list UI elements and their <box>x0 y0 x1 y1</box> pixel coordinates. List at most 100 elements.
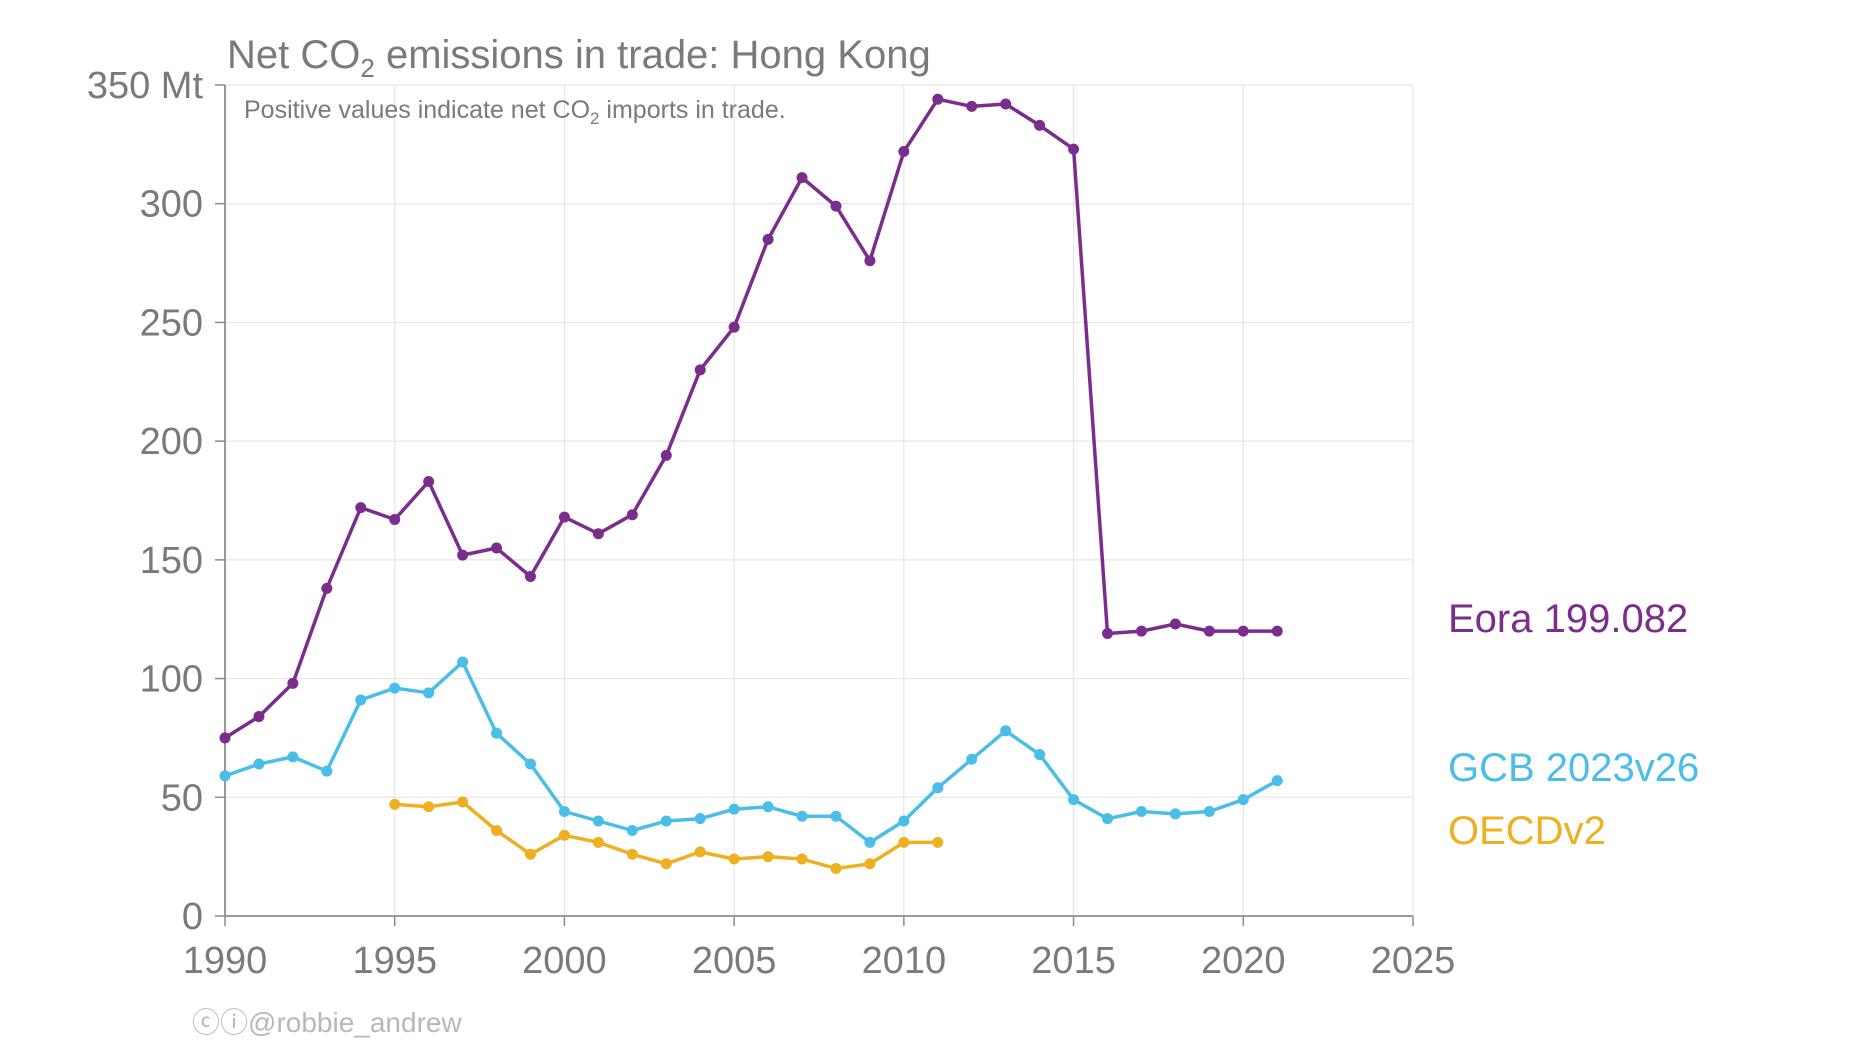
data-point <box>932 782 944 794</box>
data-point <box>932 93 944 105</box>
data-point <box>1102 627 1114 639</box>
data-point <box>1135 806 1147 818</box>
data-point <box>1068 143 1080 155</box>
data-point <box>524 848 536 860</box>
data-point <box>287 751 299 763</box>
title-suffix: emissions in trade: Hong Kong <box>375 33 931 77</box>
data-point <box>966 753 978 765</box>
series-label-oecd: OECDv2 <box>1448 809 1606 853</box>
data-point <box>1068 794 1080 806</box>
data-point <box>626 848 638 860</box>
data-point <box>626 825 638 837</box>
data-point <box>491 825 503 837</box>
y-tick-label: 300 <box>140 184 203 226</box>
series-layer: Eora 199.082 GCB 2023v26 OECDv2 <box>219 93 1699 875</box>
data-point <box>457 796 469 808</box>
data-point <box>864 255 876 267</box>
data-point <box>1271 625 1283 637</box>
data-point <box>694 813 706 825</box>
data-point <box>694 846 706 858</box>
data-point <box>660 815 672 827</box>
data-point <box>491 727 503 739</box>
data-point <box>932 836 944 848</box>
data-point <box>592 815 604 827</box>
data-point <box>1000 725 1012 737</box>
y-tick-label: 0 <box>182 896 203 938</box>
data-point <box>1237 794 1249 806</box>
data-point <box>423 801 435 813</box>
data-point <box>1135 625 1147 637</box>
cc-by-icon: ⓒⓘ <box>192 1007 248 1038</box>
grid-lines <box>225 84 1414 916</box>
data-point <box>966 100 978 112</box>
title-subscript: 2 <box>360 53 374 83</box>
y-tick-label: 250 <box>140 302 203 344</box>
subtitle-subscript: 2 <box>590 109 599 128</box>
data-point <box>287 677 299 689</box>
data-point <box>1169 808 1181 820</box>
data-point <box>898 836 910 848</box>
series-eora: Eora 199.082 <box>219 93 1688 744</box>
data-point <box>321 582 333 594</box>
data-point <box>457 549 469 561</box>
data-point <box>524 758 536 770</box>
data-point <box>423 476 435 488</box>
data-point <box>1000 98 1012 110</box>
series-gcb: GCB 2023v26 <box>219 656 1699 848</box>
subtitle-prefix: Positive values indicate net CO <box>244 96 590 124</box>
data-point <box>796 853 808 865</box>
data-point <box>796 172 808 184</box>
title-prefix: Net CO <box>227 33 360 77</box>
data-point <box>830 863 842 875</box>
data-point <box>762 801 774 813</box>
x-tick-label: 2005 <box>692 940 777 982</box>
data-point <box>830 810 842 822</box>
series-label-eora: Eora 199.082 <box>1448 597 1688 641</box>
data-point <box>491 542 503 554</box>
data-point <box>355 694 367 706</box>
chart-subtitle: Positive values indicate net CO2 imports… <box>244 96 786 128</box>
y-tick-label: 100 <box>140 659 203 701</box>
data-point <box>355 502 367 514</box>
data-point <box>389 798 401 810</box>
data-point <box>898 145 910 157</box>
data-point <box>1169 618 1181 630</box>
data-point <box>728 321 740 333</box>
data-point <box>389 682 401 694</box>
subtitle-suffix: imports in trade. <box>599 96 785 124</box>
data-point <box>558 806 570 818</box>
data-point <box>728 803 740 815</box>
data-point <box>898 815 910 827</box>
x-tick-label: 2020 <box>1201 940 1286 982</box>
data-point <box>864 836 876 848</box>
x-tick-label: 1995 <box>352 940 437 982</box>
data-point <box>321 765 333 777</box>
x-tick-label: 1990 <box>183 940 268 982</box>
data-point <box>219 770 231 782</box>
chart-title: Net CO2 emissions in trade: Hong Kong <box>227 33 931 83</box>
y-tick-label: 200 <box>140 421 203 463</box>
data-point <box>660 858 672 870</box>
data-point <box>1102 813 1114 825</box>
data-point <box>1271 775 1283 787</box>
data-point <box>660 449 672 461</box>
credit-handle: @robbie_andrew <box>248 1007 462 1038</box>
y-tick-label: 350 Mt <box>87 65 204 107</box>
series-oecd: OECDv2 <box>389 796 1606 875</box>
series-label-gcb: GCB 2023v26 <box>1448 746 1699 790</box>
tick-labels: 0 50 100 150 200 250 300 350 Mt 1990 1995 2000 2005… <box>87 65 1455 982</box>
data-point <box>558 511 570 523</box>
data-point <box>219 732 231 744</box>
data-point <box>796 810 808 822</box>
data-point <box>728 853 740 865</box>
data-point <box>626 509 638 521</box>
data-point <box>558 829 570 841</box>
data-point <box>253 711 265 723</box>
data-point <box>1203 806 1215 818</box>
x-tick-label: 2025 <box>1371 940 1456 982</box>
data-point <box>592 836 604 848</box>
data-point <box>830 200 842 212</box>
x-tick-label: 2000 <box>522 940 607 982</box>
data-point <box>1034 119 1046 131</box>
